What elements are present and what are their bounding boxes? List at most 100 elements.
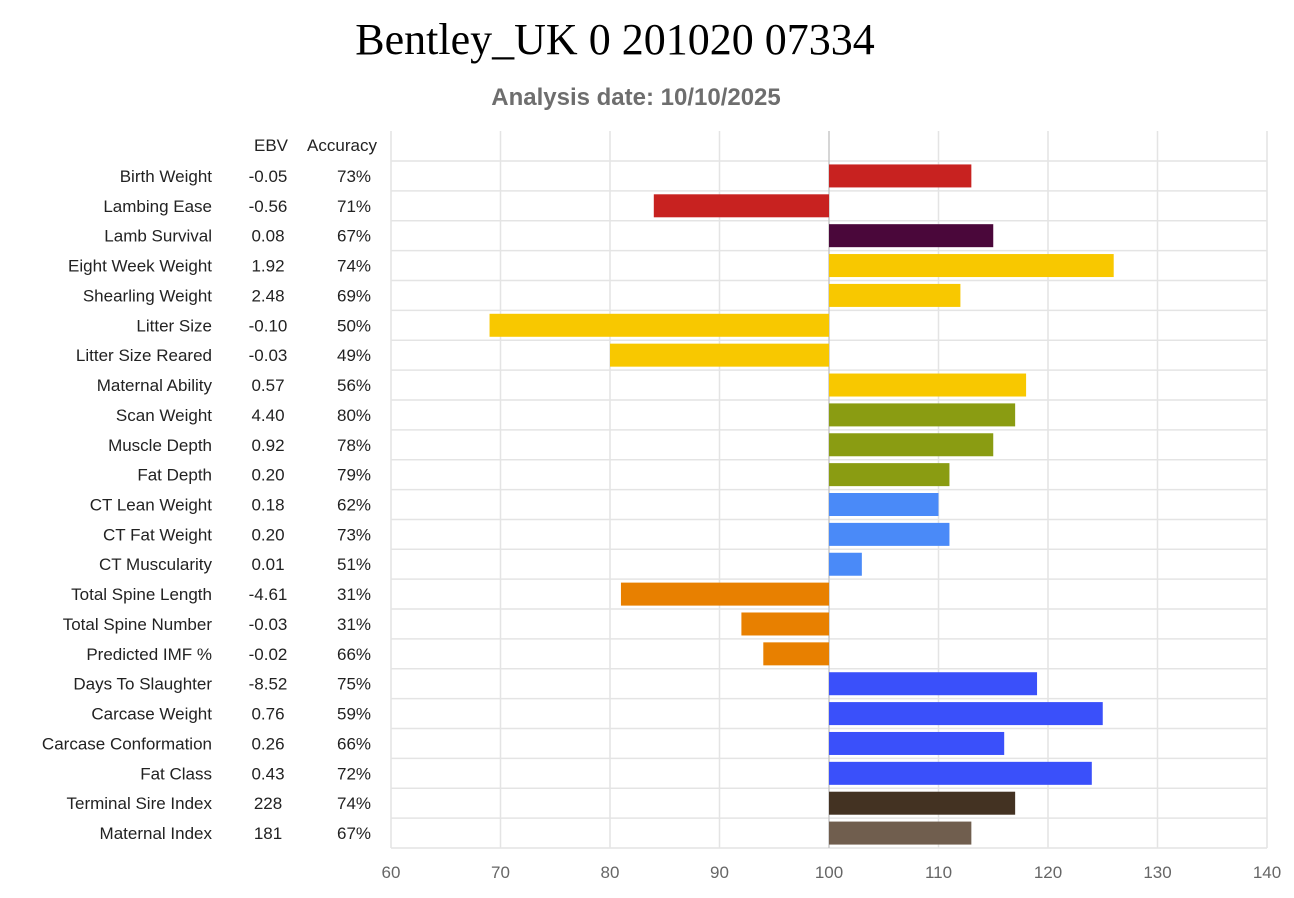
bar-ct-muscularity [829, 552, 862, 576]
ebv-value: 1.92 [251, 257, 284, 276]
bar-lamb-survival [829, 224, 994, 248]
accuracy-value: 72% [337, 764, 371, 783]
trait-label: CT Muscularity [99, 555, 213, 574]
x-tick-label: 80 [601, 863, 620, 882]
accuracy-value: 74% [337, 257, 371, 276]
bar-total-spine-number [741, 612, 829, 636]
bar-terminal-sire-index [829, 791, 1016, 815]
accuracy-value: 66% [337, 645, 371, 664]
trait-label: CT Lean Weight [90, 496, 212, 515]
ebv-value: -0.56 [249, 197, 288, 216]
bar-days-to-slaughter [829, 672, 1038, 696]
ebv-value: 0.20 [251, 466, 284, 485]
bar-fat-class [829, 761, 1092, 785]
ebv-value: 0.76 [251, 705, 284, 724]
trait-label: Maternal Index [100, 824, 213, 843]
bar-lambing-ease [653, 194, 829, 218]
bar-shearling-weight [829, 283, 961, 307]
chart-title: Bentley_UK 0 201020 07334 [355, 15, 875, 64]
trait-label: Maternal Ability [97, 376, 213, 395]
trait-label: Litter Size [136, 316, 212, 335]
accuracy-value: 73% [337, 525, 371, 544]
ebv-value: 2.48 [251, 286, 284, 305]
x-tick-label: 90 [710, 863, 729, 882]
bar-maternal-index [829, 821, 972, 845]
accuracy-value: 56% [337, 376, 371, 395]
accuracy-value: 69% [337, 286, 371, 305]
trait-label: Total Spine Number [63, 615, 213, 634]
x-tick-label: 60 [382, 863, 401, 882]
accuracy-value: 67% [337, 227, 371, 246]
trait-label: Muscle Depth [108, 436, 212, 455]
accuracy-value: 59% [337, 705, 371, 724]
trait-label: Shearling Weight [83, 286, 212, 305]
accuracy-value: 78% [337, 436, 371, 455]
accuracy-column-header: Accuracy [307, 136, 377, 155]
trait-label: Fat Depth [137, 466, 212, 485]
accuracy-value: 73% [337, 167, 371, 186]
ebv-value: 0.26 [251, 734, 284, 753]
bar-maternal-ability [829, 373, 1027, 397]
bar-fat-depth [829, 463, 950, 487]
bar-ct-fat-weight [829, 522, 950, 546]
ebv-value: 0.20 [251, 525, 284, 544]
bar-carcase-conformation [829, 731, 1005, 755]
accuracy-value: 66% [337, 734, 371, 753]
ebv-value: -0.03 [249, 615, 288, 634]
trait-label: Birth Weight [120, 167, 213, 186]
trait-label: Total Spine Length [71, 585, 212, 604]
bar-predicted-imf [763, 642, 829, 666]
accuracy-value: 79% [337, 466, 371, 485]
x-tick-label: 100 [815, 863, 843, 882]
ebv-value: 0.57 [251, 376, 284, 395]
bar-muscle-depth [829, 433, 994, 457]
accuracy-value: 50% [337, 316, 371, 335]
ebv-value: 0.43 [251, 764, 284, 783]
ebv-value: 228 [254, 794, 282, 813]
accuracy-value: 74% [337, 794, 371, 813]
ebv-column-header: EBV [254, 136, 289, 155]
bar-ct-lean-weight [829, 493, 939, 517]
trait-label: Carcase Conformation [42, 734, 212, 753]
x-tick-label: 120 [1034, 863, 1062, 882]
accuracy-value: 49% [337, 346, 371, 365]
accuracy-value: 62% [337, 496, 371, 515]
ebv-value: 0.92 [251, 436, 284, 455]
bar-carcase-weight [829, 702, 1103, 726]
bar-birth-weight [829, 164, 972, 188]
ebv-value: -0.02 [249, 645, 288, 664]
bar-total-spine-length [620, 582, 829, 606]
accuracy-value: 67% [337, 824, 371, 843]
trait-label: Carcase Weight [91, 705, 212, 724]
bar-litter-size [489, 313, 829, 337]
accuracy-value: 80% [337, 406, 371, 425]
accuracy-value: 31% [337, 615, 371, 634]
accuracy-value: 31% [337, 585, 371, 604]
trait-label: Litter Size Reared [76, 346, 212, 365]
trait-label: Lambing Ease [103, 197, 212, 216]
ebv-value: -4.61 [249, 585, 288, 604]
accuracy-value: 71% [337, 197, 371, 216]
ebv-value: 0.18 [251, 496, 284, 515]
ebv-value: -0.10 [249, 316, 288, 335]
trait-label: Lamb Survival [104, 227, 212, 246]
x-tick-label: 140 [1253, 863, 1281, 882]
trait-label: Eight Week Weight [68, 257, 212, 276]
ebv-value: 181 [254, 824, 282, 843]
trait-label: Fat Class [140, 764, 212, 783]
x-tick-label: 70 [491, 863, 510, 882]
bar-scan-weight [829, 403, 1016, 427]
bar-litter-size-reared [610, 343, 829, 367]
ebv-value: 4.40 [251, 406, 284, 425]
trait-label: Scan Weight [116, 406, 212, 425]
chart-subtitle: Analysis date: 10/10/2025 [491, 84, 781, 111]
trait-label: Predicted IMF % [86, 645, 212, 664]
trait-label: Terminal Sire Index [66, 794, 212, 813]
trait-label: Days To Slaughter [73, 675, 212, 694]
bar-eight-week-weight [829, 254, 1114, 278]
x-tick-label: 130 [1143, 863, 1171, 882]
ebv-value: -0.05 [249, 167, 288, 186]
ebv-value: 0.01 [251, 555, 284, 574]
accuracy-value: 51% [337, 555, 371, 574]
